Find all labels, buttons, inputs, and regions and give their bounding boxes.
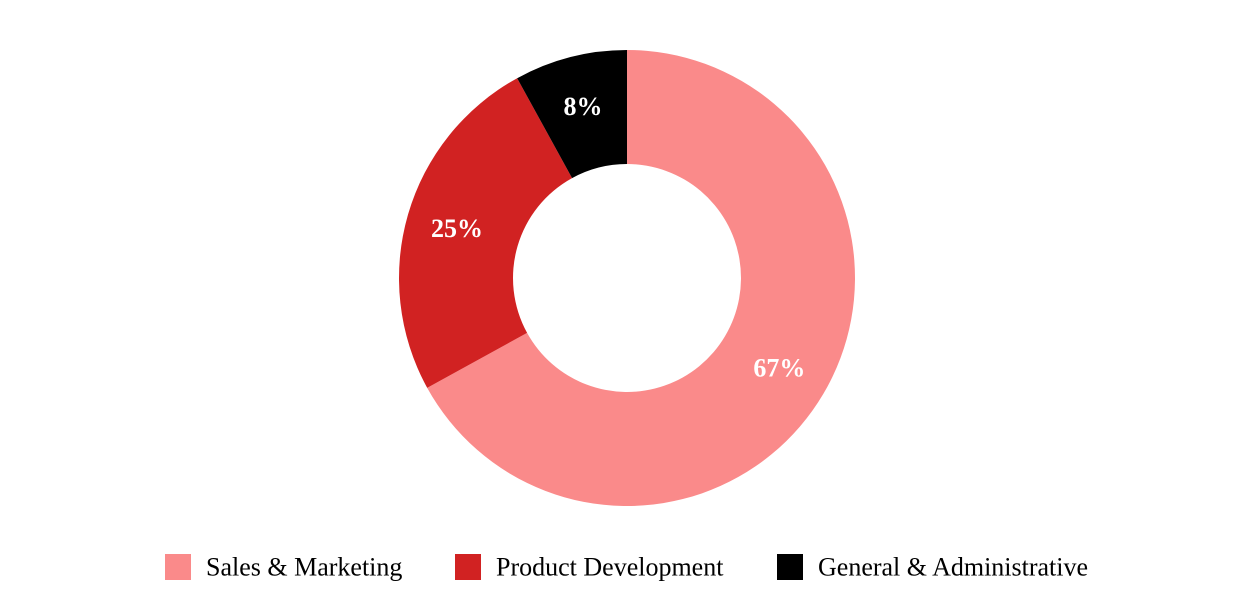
- legend-item-product-development: Product Development: [455, 553, 724, 582]
- legend-label-product-development: Product Development: [496, 553, 724, 582]
- legend-swatch-general-administrative: [777, 554, 803, 580]
- legend-label-general-administrative: General & Administrative: [818, 553, 1088, 582]
- slice-labels-group: 67% 25% 8%: [431, 92, 805, 383]
- slice-label-product-development: 25%: [431, 214, 483, 243]
- slice-sales-marketing: [427, 50, 855, 506]
- legend-label-sales-marketing: Sales & Marketing: [206, 553, 402, 582]
- slice-label-sales-marketing: 67%: [753, 354, 805, 383]
- slice-product-development: [399, 78, 573, 388]
- slice-general-administrative: [517, 50, 627, 179]
- legend: Sales & Marketing Product Development Gene…: [165, 553, 1088, 582]
- slice-label-general-administrative: 8%: [563, 92, 602, 121]
- legend-swatch-sales-marketing: [165, 554, 191, 580]
- legend-swatch-product-development: [455, 554, 481, 580]
- legend-item-general-administrative: General & Administrative: [777, 553, 1088, 582]
- legend-item-sales-marketing: Sales & Marketing: [165, 553, 402, 582]
- slices-group: [399, 50, 855, 506]
